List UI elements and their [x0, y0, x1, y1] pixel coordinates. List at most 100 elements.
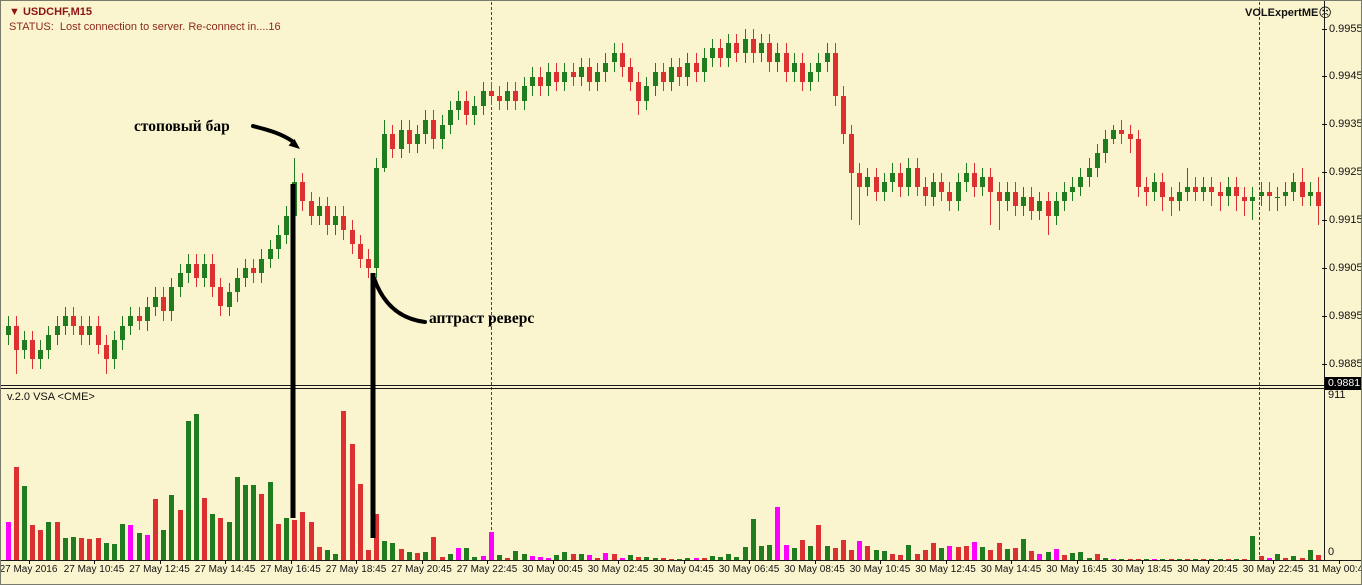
volume-bar: [79, 537, 85, 560]
bull-candle: [578, 67, 584, 77]
bear-candle: [210, 263, 216, 288]
volume-bar: [193, 413, 199, 560]
bull-candle: [775, 52, 781, 63]
volume-bar: [202, 497, 208, 560]
bull-candle: [1250, 196, 1256, 202]
volume-bar: [980, 546, 986, 560]
price-tick-label: 0.9945: [1322, 70, 1362, 83]
volume-bar: [5, 521, 11, 560]
bull-candle: [54, 325, 60, 336]
bull-candle: [1021, 196, 1027, 207]
volume-bar: [808, 546, 814, 560]
bull-candle: [177, 273, 183, 288]
bull-candle: [226, 292, 232, 307]
candle-wick: [1276, 186, 1278, 211]
bull-candle: [890, 172, 895, 183]
bull-candle: [259, 258, 265, 274]
bull-candle: [521, 86, 527, 101]
price-tick-label: 0.9895: [1322, 309, 1362, 322]
bull-candle: [169, 287, 175, 312]
bear-candle: [1315, 191, 1321, 207]
volume-bar: [1094, 553, 1100, 560]
bear-candle: [1135, 139, 1141, 187]
bull-candle: [1070, 186, 1076, 192]
price-tick-label: 0.9905: [1322, 261, 1362, 274]
candle-wick: [990, 167, 992, 226]
volume-bar: [881, 550, 887, 560]
volume-bar: [521, 553, 527, 560]
volume-bar: [365, 549, 371, 560]
volume-bar: [963, 546, 969, 560]
volume-bar: [1021, 538, 1027, 560]
bear-candle: [849, 134, 855, 173]
time-tick-label: 30 May 08:45: [773, 560, 857, 575]
volume-bar: [496, 555, 502, 560]
volume-bar: [857, 541, 863, 560]
volume-bar: [382, 541, 388, 560]
bull-candle: [1111, 129, 1117, 140]
bear-candle: [554, 72, 560, 82]
volume-bar: [87, 538, 93, 560]
volume-bar: [898, 555, 904, 560]
volume-bar: [1029, 550, 1035, 560]
bear-candle: [636, 81, 642, 101]
volume-bar: [406, 551, 412, 560]
bull-candle: [333, 215, 339, 226]
volume-bar: [914, 553, 920, 560]
bull-candle: [185, 263, 191, 274]
volume-bar: [300, 511, 306, 560]
volume-bar: [832, 547, 838, 560]
bull-candle: [685, 62, 691, 77]
symbol-title: ▼ USDCHF,M15: [9, 6, 92, 18]
volume-bar: [1135, 558, 1141, 560]
chart-dropdown-icon[interactable]: ▼: [9, 6, 20, 18]
time-tick-label: 27 May 18:45: [314, 560, 398, 575]
bull-candle: [529, 76, 535, 87]
bull-candle: [267, 249, 273, 259]
volume-bar: [243, 485, 248, 560]
volume-bar: [218, 518, 224, 560]
volume-bar: [1258, 556, 1264, 560]
bull-candle: [1307, 191, 1313, 197]
time-tick-label: 30 May 12:45: [904, 560, 988, 575]
expert-name: VOLExpertME: [1245, 7, 1319, 19]
volume-bar: [136, 532, 142, 560]
bull-candle: [1283, 191, 1289, 197]
bull-candle: [234, 277, 240, 293]
bull-candle: [1225, 186, 1231, 197]
volume-bar: [947, 546, 953, 560]
bull-candle: [374, 167, 379, 269]
volume-bar: [562, 551, 568, 560]
volume-bar: [1111, 558, 1117, 560]
bear-candle: [1045, 201, 1051, 216]
volume-bar: [816, 524, 822, 560]
volume-bar: [1184, 559, 1190, 560]
volume-bar: [906, 545, 912, 560]
bull-candle: [726, 43, 732, 58]
time-tick-label: 30 May 14:45: [969, 560, 1053, 575]
volume-bar: [742, 546, 748, 560]
volume-bar: [587, 555, 592, 560]
volume-bar: [824, 546, 830, 560]
volume-bar: [390, 543, 396, 560]
volume-bar: [939, 547, 945, 560]
symbol-title-text: USDCHF,M15: [19, 6, 93, 18]
volume-bar: [955, 546, 961, 560]
panel-divider[interactable]: [1, 385, 1361, 386]
volume-bar: [112, 544, 117, 560]
volume-bar: [1266, 557, 1272, 560]
time-tick-label: 30 May 04:45: [642, 560, 726, 575]
bear-candle: [365, 258, 371, 269]
bull-candle: [439, 124, 445, 140]
bear-candle: [1299, 182, 1305, 197]
bull-candle: [963, 172, 969, 183]
bear-candle: [13, 325, 19, 350]
volume-bar: [1045, 551, 1051, 560]
bear-candle: [193, 263, 199, 278]
volume-bar: [595, 558, 601, 560]
volume-bar: [799, 539, 805, 560]
time-tick-label: 27 May 2016: [1, 560, 71, 575]
bull-candle: [316, 206, 322, 216]
bear-candle: [1209, 186, 1215, 192]
